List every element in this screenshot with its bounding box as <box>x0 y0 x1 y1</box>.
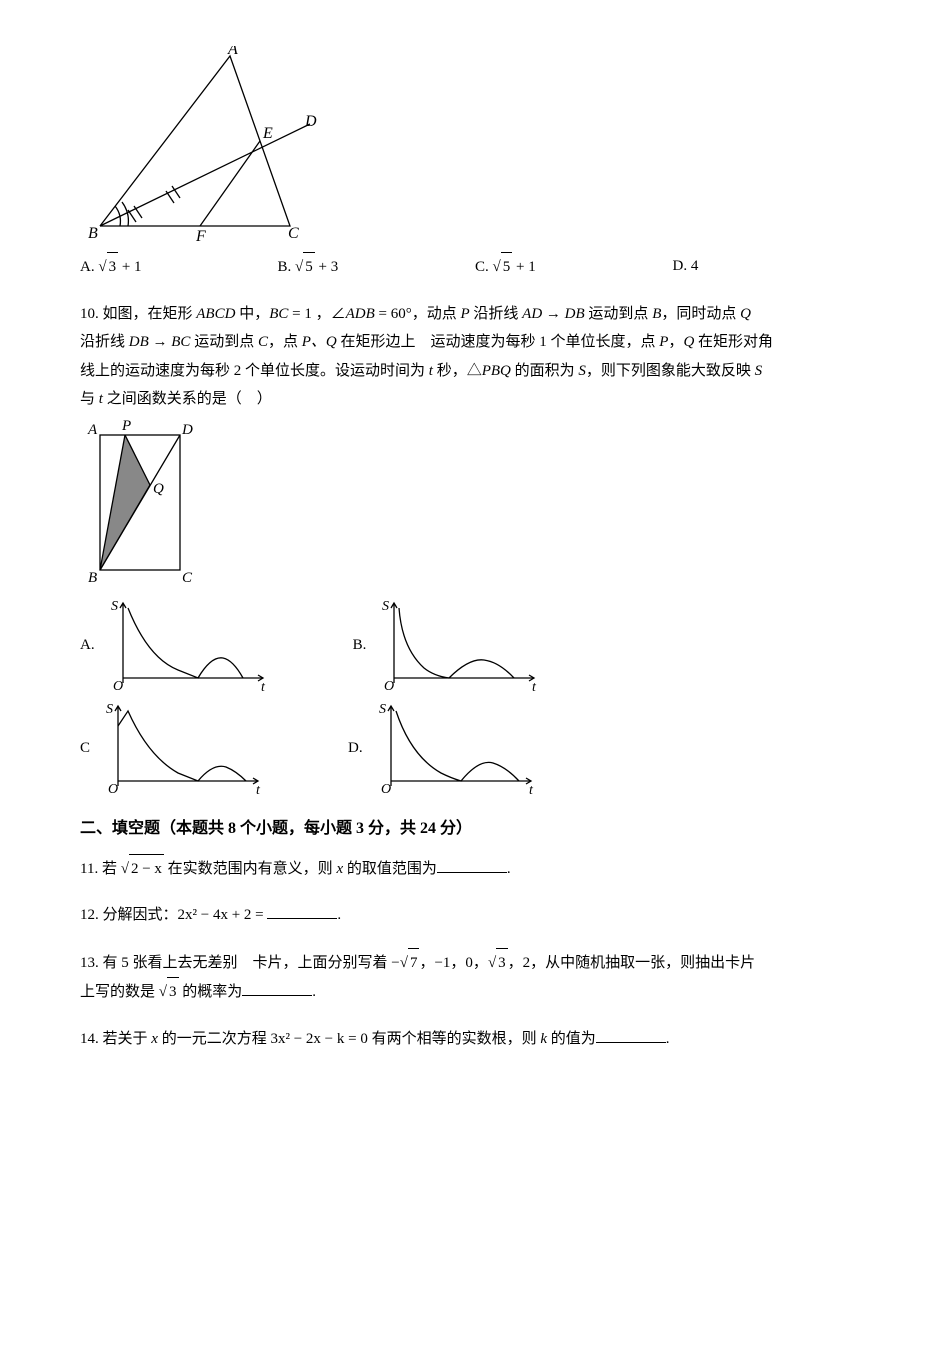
svg-text:D: D <box>181 422 193 438</box>
svg-text:O: O <box>108 782 118 796</box>
label-F: F <box>195 228 206 245</box>
opt-label: A. <box>80 259 95 275</box>
question-14: 14. 若关于 x 的一元二次方程 3x² − 2x − k = 0 有两个相等… <box>80 1025 870 1054</box>
opt-label: D. <box>348 734 363 763</box>
svg-text:B: B <box>88 570 97 586</box>
svg-text:O: O <box>113 679 123 693</box>
label-D: D <box>304 113 317 130</box>
svg-text:t: t <box>529 783 534 796</box>
label-B: B <box>88 225 98 242</box>
section-2-title: 二、填空题（本题共 8 个小题，每小题 3 分，共 24 分） <box>80 814 870 844</box>
label-A: A <box>227 46 238 58</box>
svg-text:P: P <box>121 420 131 434</box>
question-9: A B C D E F A. √3 + 1 B. √5 + 3 C. √5 + … <box>80 46 870 282</box>
q9-option-c[interactable]: C. √5 + 1 <box>475 252 673 282</box>
question-13: 13. 有 5 张看上去无差别 卡片，上面分别写着 −√7，−1，0，√3，2，… <box>80 948 870 1007</box>
svg-text:t: t <box>256 783 261 796</box>
svg-text:S: S <box>379 702 386 717</box>
q-num: 10. <box>80 306 99 322</box>
label-E: E <box>262 125 273 142</box>
blank-input[interactable] <box>596 1027 666 1043</box>
q9-option-b[interactable]: B. √5 + 3 <box>278 252 476 282</box>
svg-text:A: A <box>87 422 98 438</box>
question-11: 11. 若 √2 − x 在实数范围内有意义，则 x 的取值范围为. <box>80 854 870 884</box>
q10-option-d[interactable]: D. S O t <box>348 701 541 796</box>
q-num: 12. <box>80 907 99 923</box>
svg-text:O: O <box>384 679 394 693</box>
q-num: 14. <box>80 1031 99 1047</box>
svg-text:S: S <box>382 599 389 614</box>
opt-label: C. <box>475 259 489 275</box>
blank-input[interactable] <box>242 980 312 996</box>
q9-triangle-figure: A B C D E F <box>80 46 870 246</box>
q10-option-b[interactable]: B. S O t <box>353 598 545 693</box>
q10-options-row1: A. S O t B. <box>80 598 870 693</box>
svg-text:t: t <box>261 680 266 693</box>
label-C: C <box>288 225 299 242</box>
svg-text:S: S <box>111 599 118 614</box>
svg-text:t: t <box>532 680 537 693</box>
opt-label: A. <box>80 631 95 660</box>
svg-text:Q: Q <box>153 481 164 497</box>
q10-option-c[interactable]: C S O t <box>80 701 268 796</box>
q10-rect-figure: A D B C P Q <box>80 420 870 590</box>
opt-label: D. <box>673 258 688 274</box>
q9-option-a[interactable]: A. √3 + 1 <box>80 252 278 282</box>
opt-label: B. <box>278 259 292 275</box>
svg-text:C: C <box>182 570 193 586</box>
svg-text:S: S <box>106 702 113 717</box>
question-12: 12. 分解因式：2x² − 4x + 2 = . <box>80 901 870 930</box>
q-num: 11. <box>80 861 98 877</box>
opt-label: C <box>80 734 90 763</box>
opt-label: B. <box>353 631 367 660</box>
q10-option-a[interactable]: A. S O t <box>80 598 273 693</box>
blank-input[interactable] <box>267 903 337 919</box>
q9-options: A. √3 + 1 B. √5 + 3 C. √5 + 1 D. 4 <box>80 252 870 282</box>
question-10: 10. 如图，在矩形 ABCD 中，BC = 1 ，∠ADB = 60°，动点 … <box>80 300 870 796</box>
q9-option-d[interactable]: D. 4 <box>673 252 871 282</box>
q-num: 13. <box>80 955 99 971</box>
q10-options-row2: C S O t D. <box>80 701 870 796</box>
blank-input[interactable] <box>437 857 507 873</box>
svg-text:O: O <box>381 782 391 796</box>
